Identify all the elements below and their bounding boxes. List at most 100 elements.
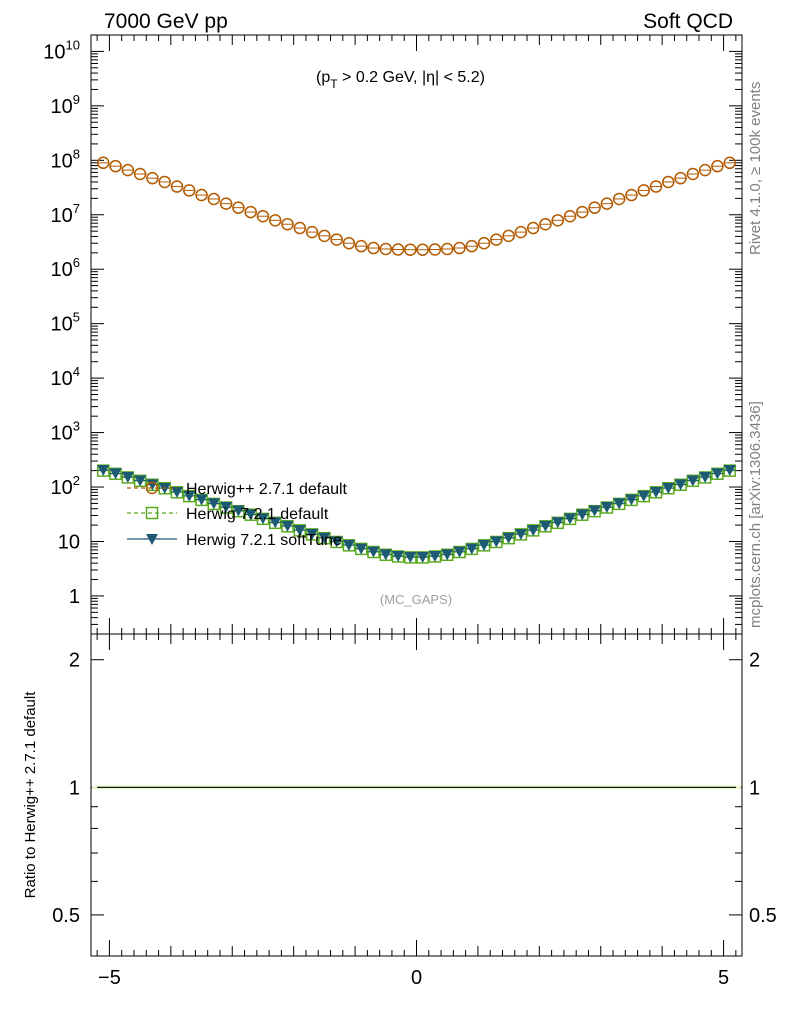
series-layer [97, 156, 736, 564]
ratio-y-tick-label: 2 [69, 650, 80, 672]
data-point [404, 243, 417, 256]
data-point [306, 529, 319, 541]
x-tick-label: −5 [98, 967, 121, 989]
data-point [564, 513, 577, 525]
mcplots-label: mcplots.cern.ch [arXiv:1306.3436] [747, 401, 764, 628]
data-point [207, 498, 220, 510]
data-point [600, 501, 613, 513]
data-point [723, 465, 736, 477]
data-point [232, 201, 245, 214]
data-point [441, 549, 454, 561]
data-point [281, 520, 294, 532]
data-point [526, 221, 540, 235]
data-point [600, 197, 614, 210]
data-point [612, 192, 626, 206]
data-point [256, 513, 269, 525]
ratio-y-tick-label-right: 0.5 [749, 905, 777, 927]
y-tick-label: 108 [51, 146, 80, 172]
data-point [134, 475, 147, 487]
data-point [342, 540, 355, 552]
data-point [478, 540, 491, 552]
data-point [342, 236, 356, 250]
data-point [281, 217, 294, 231]
data-point [158, 175, 171, 189]
legend-label: Herwig++ 2.7.1 default [186, 481, 348, 498]
data-point [256, 209, 270, 223]
data-point [391, 243, 405, 256]
data-point [453, 241, 466, 255]
cut-label: (pT > 0.2 GeV, |η| < 5.2) [316, 69, 485, 91]
data-point [563, 209, 577, 223]
y-tick-label: 10 [58, 531, 80, 553]
data-point [183, 184, 196, 197]
ratio-y-tick-labels: 0.5 0.5 1 1 2 2 [52, 650, 777, 927]
data-point [305, 225, 319, 239]
data-point [416, 551, 429, 563]
data-point [723, 156, 736, 170]
data-point [220, 501, 233, 513]
data-point [637, 490, 650, 502]
data-point [195, 494, 208, 506]
data-point [551, 214, 565, 227]
main-y-tick-labels: 1 10 102 103 104 105 106 107 108 109 1010 [43, 37, 80, 608]
data-point [404, 551, 417, 563]
data-point [465, 239, 479, 253]
ratio-y-tick-label-right: 2 [749, 650, 760, 672]
data-point [293, 525, 306, 537]
legend-circle-marker [145, 481, 159, 495]
data-point [465, 543, 478, 555]
data-point [330, 536, 343, 548]
data-point [502, 229, 515, 243]
data-point [490, 233, 503, 246]
data-point [268, 214, 282, 227]
data-point [244, 509, 257, 521]
y-tick-label: 104 [51, 364, 80, 390]
data-point [133, 167, 147, 181]
data-point [576, 509, 589, 521]
data-point [539, 217, 552, 231]
data-point [662, 482, 675, 494]
ratio-panel-frame [90, 633, 743, 957]
ratio-y-tick-label: 0.5 [52, 905, 80, 927]
x-tick-labels: −5 0 5 [98, 967, 729, 989]
data-point [355, 543, 368, 555]
legend-label: Herwig 7.2.1 softTune [186, 532, 342, 549]
data-point [379, 549, 392, 561]
legend-entry-herwig7-softtune: Herwig 7.2.1 softTune [127, 532, 342, 549]
data-point [662, 175, 675, 189]
y-tick-label: 109 [51, 92, 80, 118]
data-point [219, 197, 233, 210]
data-point [170, 180, 184, 193]
data-point [121, 163, 135, 177]
y-tick-label: 1 [69, 586, 80, 608]
y-tick-label: 103 [51, 419, 80, 445]
data-point [354, 239, 368, 253]
data-point [183, 490, 196, 502]
data-point [293, 221, 307, 235]
data-point [514, 529, 527, 541]
legend-entry-herwigpp: Herwig++ 2.7.1 default [127, 481, 348, 498]
data-point [269, 517, 282, 529]
data-point [490, 536, 503, 548]
y-tick-label: 1010 [43, 37, 80, 63]
legend-label: Herwig 7.2.1 default [186, 506, 329, 523]
series-0 [97, 156, 736, 256]
main-axis-ticks [91, 34, 742, 635]
data-point [613, 498, 626, 510]
data-point [440, 242, 454, 256]
data-point [453, 546, 466, 558]
data-point [207, 192, 221, 206]
data-point [699, 471, 712, 483]
data-point [97, 156, 110, 170]
data-point [588, 201, 601, 214]
data-point [416, 243, 429, 256]
analysis-tag: (MC_GAPS) [380, 592, 452, 607]
data-point [625, 188, 638, 202]
data-point [428, 243, 442, 256]
data-point [551, 517, 564, 529]
y-tick-label: 102 [51, 473, 80, 499]
ratio-layer [92, 785, 741, 790]
rivet-label: Rivet 4.1.0, ≥ 100k events [747, 82, 764, 255]
data-point [698, 163, 712, 177]
